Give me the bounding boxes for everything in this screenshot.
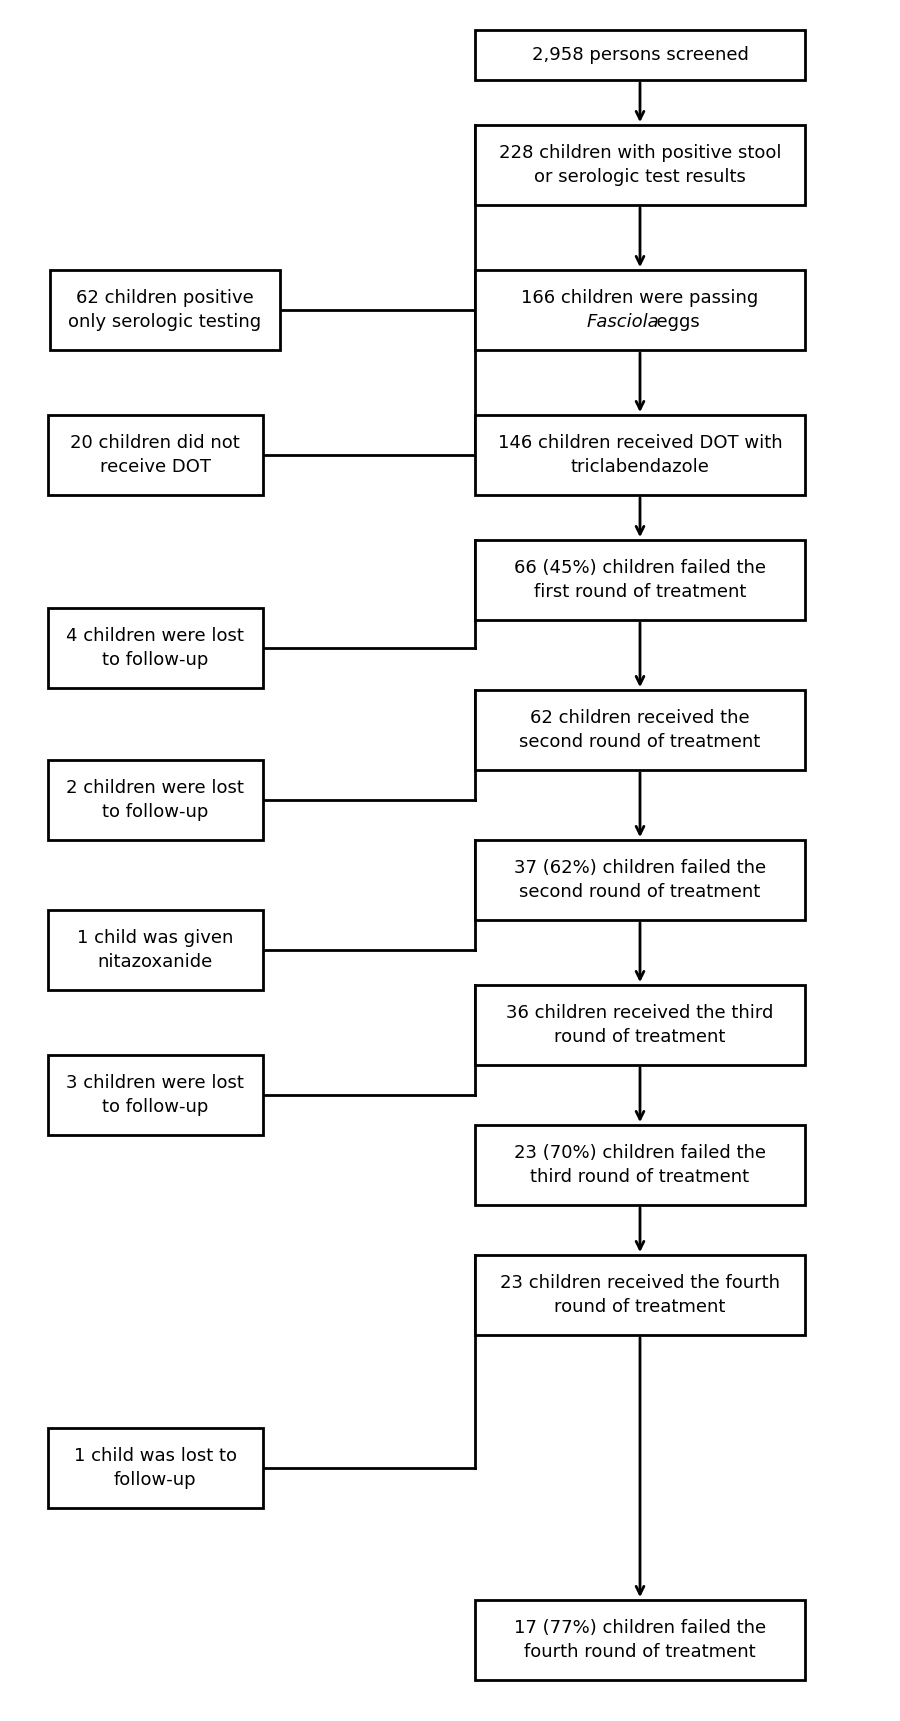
- Bar: [475, 840, 805, 921]
- Text: or serologic test results: or serologic test results: [534, 167, 746, 186]
- Bar: [50, 270, 280, 349]
- Text: 166 children were passing: 166 children were passing: [521, 289, 759, 308]
- Bar: [48, 415, 263, 496]
- Bar: [475, 1601, 805, 1680]
- Bar: [48, 608, 263, 688]
- Bar: [48, 910, 263, 990]
- Bar: [48, 1428, 263, 1508]
- Text: 66 (45%) children failed the: 66 (45%) children failed the: [514, 559, 766, 577]
- Text: triclabendazole: triclabendazole: [571, 458, 709, 475]
- Bar: [475, 540, 805, 620]
- Text: 228 children with positive stool: 228 children with positive stool: [499, 145, 781, 162]
- Text: nitazoxanide: nitazoxanide: [97, 953, 212, 971]
- Text: second round of treatment: second round of treatment: [519, 733, 760, 750]
- Text: 2,958 persons screened: 2,958 persons screened: [532, 46, 749, 64]
- Text: receive DOT: receive DOT: [100, 458, 211, 475]
- Text: eggs: eggs: [645, 313, 700, 330]
- Text: 1 child was given: 1 child was given: [76, 929, 233, 947]
- Bar: [475, 984, 805, 1065]
- Bar: [48, 761, 263, 840]
- Text: 36 children received the third: 36 children received the third: [507, 1005, 774, 1022]
- Bar: [48, 1055, 263, 1136]
- Text: 4 children were lost: 4 children were lost: [66, 626, 244, 645]
- Text: first round of treatment: first round of treatment: [534, 583, 746, 601]
- Text: round of treatment: round of treatment: [554, 1298, 725, 1315]
- Text: to follow-up: to follow-up: [102, 1098, 208, 1115]
- Text: 2 children were lost: 2 children were lost: [66, 780, 244, 797]
- Text: 1 child was lost to: 1 child was lost to: [74, 1447, 237, 1465]
- Text: 146 children received DOT with: 146 children received DOT with: [498, 434, 782, 453]
- Bar: [475, 415, 805, 496]
- Bar: [475, 1255, 805, 1335]
- Text: second round of treatment: second round of treatment: [519, 883, 760, 900]
- Text: follow-up: follow-up: [113, 1471, 196, 1489]
- Text: 23 children received the fourth: 23 children received the fourth: [500, 1274, 780, 1292]
- Text: fourth round of treatment: fourth round of treatment: [524, 1644, 756, 1661]
- Text: to follow-up: to follow-up: [102, 802, 208, 821]
- Text: 17 (77%) children failed the: 17 (77%) children failed the: [514, 1619, 766, 1637]
- Text: 62 children received the: 62 children received the: [530, 709, 750, 728]
- Text: Fasciola: Fasciola: [586, 313, 659, 330]
- Bar: [475, 690, 805, 769]
- Text: 62 children positive: 62 children positive: [76, 289, 254, 308]
- Text: only serologic testing: only serologic testing: [68, 313, 262, 330]
- Bar: [475, 126, 805, 205]
- Bar: [475, 270, 805, 349]
- Text: 3 children were lost: 3 children were lost: [66, 1074, 244, 1093]
- Bar: [475, 1126, 805, 1205]
- Text: round of treatment: round of treatment: [554, 1027, 725, 1046]
- Text: 23 (70%) children failed the: 23 (70%) children failed the: [514, 1144, 766, 1162]
- Text: 37 (62%) children failed the: 37 (62%) children failed the: [514, 859, 766, 878]
- Text: third round of treatment: third round of treatment: [530, 1169, 750, 1186]
- Text: to follow-up: to follow-up: [102, 651, 208, 669]
- Text: 20 children did not: 20 children did not: [70, 434, 240, 453]
- Bar: [475, 29, 805, 79]
